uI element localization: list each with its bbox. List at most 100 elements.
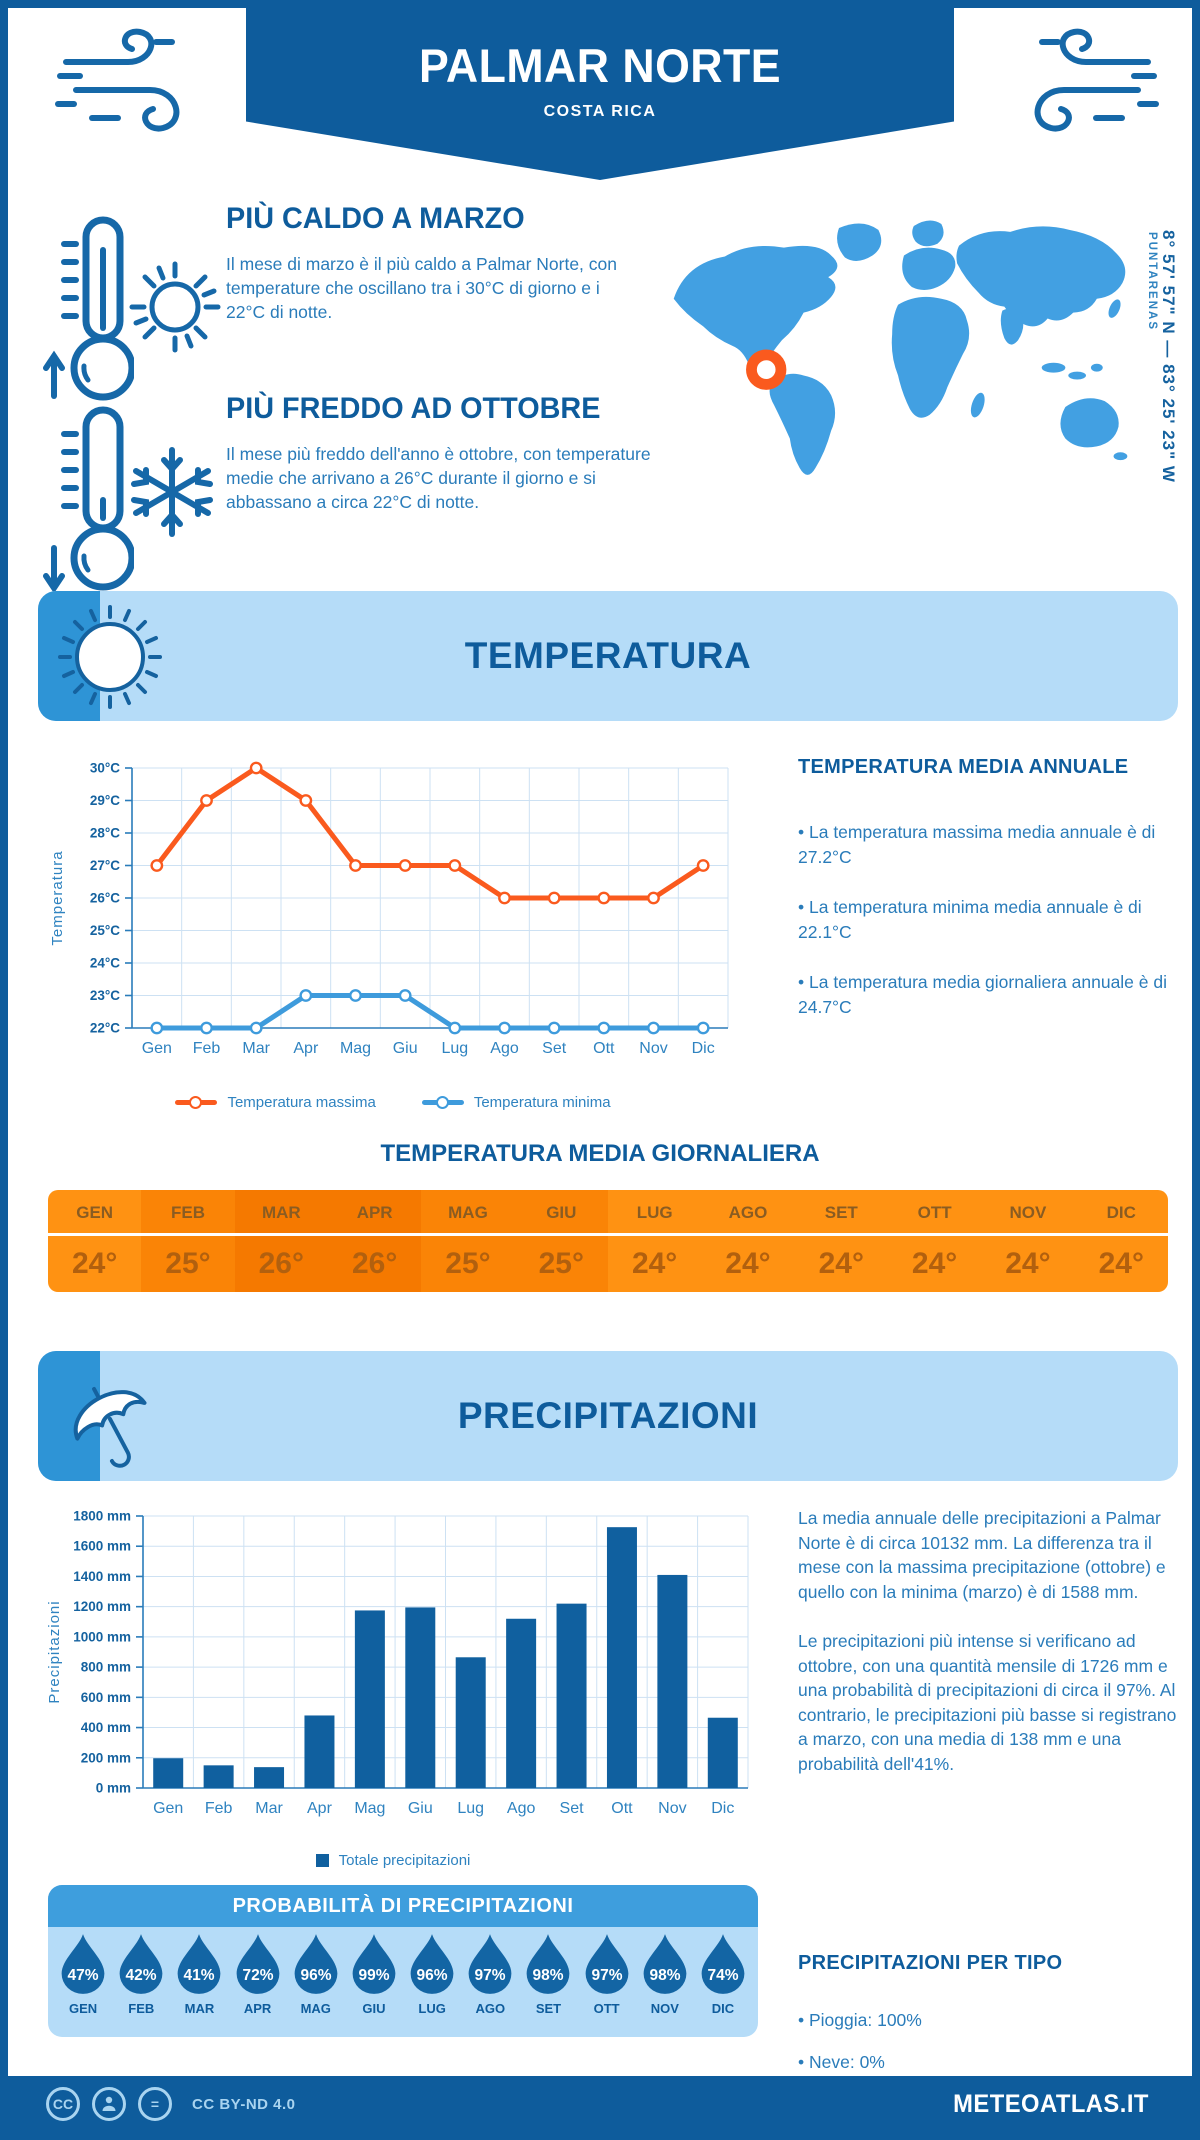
svg-text:600 mm: 600 mm xyxy=(81,1690,131,1705)
precipitation-section-title: PRECIPITAZIONI xyxy=(457,1395,759,1436)
svg-text:Apr: Apr xyxy=(293,1040,319,1057)
probability-drop-lug: 96% LUG xyxy=(403,1933,461,2016)
temp-cell-giu: GIU 25° xyxy=(514,1190,608,1292)
svg-text:74%: 74% xyxy=(707,1967,738,1984)
temp-value: 24° xyxy=(1098,1247,1144,1280)
month-label: FEB xyxy=(141,1190,235,1236)
svg-text:98%: 98% xyxy=(533,1967,564,1984)
svg-text:41%: 41% xyxy=(184,1967,215,1984)
legend-total-label: Totale precipitazioni xyxy=(338,1852,471,1869)
svg-text:Nov: Nov xyxy=(639,1040,667,1057)
svg-text:30°C: 30°C xyxy=(90,761,120,776)
temp-value: 24° xyxy=(725,1247,771,1280)
month-label: AGO xyxy=(701,1190,795,1236)
svg-text:Dic: Dic xyxy=(692,1040,715,1057)
month-label: FEB xyxy=(128,2001,155,2016)
precipitation-paragraph: La media annuale delle precipitazioni a … xyxy=(798,1508,1166,1602)
probability-drop-mag: 96% MAG xyxy=(287,1933,345,2016)
water-drop-icon: 72% xyxy=(236,1934,279,1994)
svg-text:Mar: Mar xyxy=(242,1040,270,1057)
daily-temp-table: GEN 24° FEB 25° MAR 26° APR 26° MAG 25° GIU 25° LUG 2… xyxy=(48,1190,1168,1292)
water-drop-icon: 99% xyxy=(352,1934,396,1994)
temp-value: 26° xyxy=(258,1247,304,1280)
temperature-section-banner: TEMPERATURA xyxy=(38,591,1178,721)
highlight-cold-title: PIÙ FREDDO AD OTTOBRE xyxy=(226,392,601,425)
temp-cell-lug: LUG 24° xyxy=(607,1190,702,1292)
cc-nd-icon: = xyxy=(138,2087,172,2121)
precipitation-text: La media annuale delle precipitazioni a … xyxy=(798,1506,1190,1801)
sun-icon xyxy=(129,261,221,353)
page-subtitle: COSTA RICA xyxy=(543,103,657,120)
annual-temp-bullet: • La temperatura media giornaliera annua… xyxy=(798,972,1167,1017)
svg-text:Lug: Lug xyxy=(457,1800,484,1817)
sun-banner-icon xyxy=(58,605,162,709)
coordinates-text: 8° 57' 57" N — 83° 25' 23" W xyxy=(1159,230,1178,483)
svg-text:Ago: Ago xyxy=(490,1040,519,1057)
month-label: AGO xyxy=(475,2001,506,2016)
svg-text:Mag: Mag xyxy=(340,1040,371,1057)
svg-text:28°C: 28°C xyxy=(90,826,120,841)
header-banner: PALMAR NORTE COSTA RICA xyxy=(246,8,954,180)
temp-cell-gen: GEN 24° xyxy=(48,1190,142,1292)
month-label: SET xyxy=(794,1190,888,1236)
month-label: NOV xyxy=(650,2001,679,2016)
month-label: DIC xyxy=(711,2001,735,2016)
svg-text:27°C: 27°C xyxy=(90,858,120,873)
temp-value: 25° xyxy=(538,1247,584,1280)
svg-text:47%: 47% xyxy=(68,1967,99,1984)
highlight-hot-title: PIÙ CALDO A MARZO xyxy=(226,202,525,235)
probability-panel-title: PROBABILITÀ DI PRECIPITAZIONI xyxy=(48,1885,758,1927)
temperature-chart-legend: Temperatura massima Temperatura minima xyxy=(68,1094,718,1111)
month-label: GEN xyxy=(48,1190,142,1236)
brand-label: METEOATLAS.IT xyxy=(953,2089,1149,2118)
svg-text:1800 mm: 1800 mm xyxy=(73,1509,131,1524)
water-drop-icon: 98% xyxy=(527,1934,570,1994)
svg-text:Gen: Gen xyxy=(153,1800,183,1817)
svg-text:Feb: Feb xyxy=(205,1800,233,1817)
svg-text:Mar: Mar xyxy=(255,1800,283,1817)
temp-value: 25° xyxy=(445,1247,491,1280)
probability-drop-nov: 98% NOV xyxy=(636,1933,694,2016)
svg-text:Ott: Ott xyxy=(611,1800,633,1817)
temp-cell-ago: AGO 24° xyxy=(701,1190,795,1292)
water-drop-icon: 96% xyxy=(410,1934,454,1994)
annual-temp-bullet: • La temperatura minima media annuale è … xyxy=(798,897,1142,942)
page-title: PALMAR NORTE xyxy=(418,39,782,92)
svg-text:Gen: Gen xyxy=(142,1040,172,1057)
svg-text:96%: 96% xyxy=(300,1967,331,1984)
month-label: OTT xyxy=(593,2001,620,2016)
month-label: MAG xyxy=(421,1190,515,1236)
svg-text:Apr: Apr xyxy=(307,1800,333,1817)
water-drop-icon: 97% xyxy=(468,1934,512,1994)
svg-text:23°C: 23°C xyxy=(90,988,120,1003)
legend-max-label: Temperatura massima xyxy=(227,1094,376,1111)
legend-min-label: Temperatura minima xyxy=(473,1094,611,1111)
svg-text:24°C: 24°C xyxy=(90,956,120,971)
svg-text:Ott: Ott xyxy=(593,1040,615,1057)
temp-value: 24° xyxy=(818,1247,864,1280)
svg-text:0 mm: 0 mm xyxy=(96,1781,131,1796)
temp-cell-feb: FEB 25° xyxy=(141,1190,235,1292)
probability-drop-ago: 97% AGO xyxy=(461,1933,519,2016)
month-label: APR xyxy=(327,1190,422,1236)
temp-value: 24° xyxy=(911,1247,958,1280)
annual-temp-bullets: • La temperatura massima media annuale è… xyxy=(798,820,1188,1045)
temp-cell-dic: DIC 24° xyxy=(1074,1190,1168,1292)
svg-text:42%: 42% xyxy=(126,1967,157,1984)
probability-drop-set: 98% SET xyxy=(519,1933,577,2016)
svg-text:72%: 72% xyxy=(242,1967,273,1984)
month-label: LUG xyxy=(418,2001,446,2016)
temp-value: 24° xyxy=(1005,1247,1051,1280)
svg-text:800 mm: 800 mm xyxy=(81,1660,131,1675)
month-label: LUG xyxy=(607,1190,702,1236)
svg-text:98%: 98% xyxy=(649,1967,680,1984)
probability-drop-dic: 74% DIC xyxy=(694,1933,752,2016)
umbrella-banner-icon xyxy=(73,1386,147,1468)
svg-text:22°C: 22°C xyxy=(90,1021,120,1036)
temp-cell-mag: MAG 25° xyxy=(421,1190,515,1292)
temp-cell-set: SET 24° xyxy=(794,1190,888,1292)
annual-temp-bullet: • La temperatura massima media annuale è… xyxy=(798,822,1156,867)
precipitation-chart-legend: Totale precipitazioni xyxy=(68,1852,718,1869)
precipitation-bar-chart: 0 mm 200 mm 400 mm 600 mm 800 mm 1000 mm 1200 … xyxy=(43,1498,758,1850)
water-drop-icon: 98% xyxy=(643,1934,687,1994)
